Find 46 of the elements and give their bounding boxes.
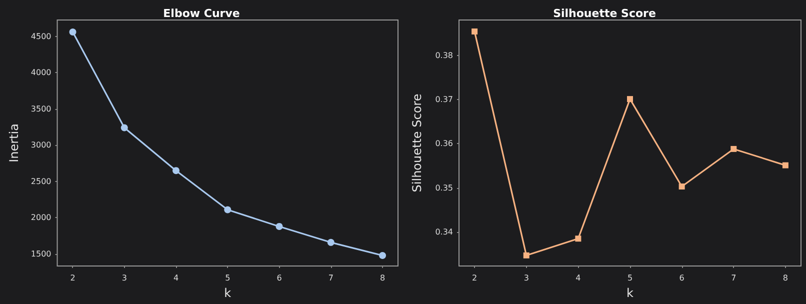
point	[172, 167, 180, 174]
x-tick-label: 5	[627, 274, 633, 282]
x-tick-label: 5	[225, 274, 230, 282]
point	[575, 236, 582, 242]
x-tick-label: 4	[173, 274, 179, 282]
point	[379, 252, 386, 259]
y-axis-title: Inertia	[7, 124, 21, 162]
x-tick-label: 6	[276, 274, 282, 282]
y-tick-label: 1500	[30, 250, 52, 259]
x-tick-label: 8	[380, 274, 386, 282]
x-tick-label: 7	[328, 274, 334, 282]
y-tick-label: 3000	[30, 140, 52, 150]
chart-title: Elbow Curve	[163, 7, 240, 20]
point	[224, 206, 232, 214]
x-tick-label: 8	[782, 274, 788, 282]
y-tick-label: 0.37	[435, 94, 453, 104]
x-axis-title: k	[224, 286, 232, 300]
x-tick-label: 6	[679, 274, 684, 282]
x-tick-label: 2	[472, 274, 478, 282]
point	[730, 146, 737, 152]
point	[327, 238, 334, 246]
point	[523, 252, 530, 258]
point	[627, 96, 633, 102]
y-tick-label: 2500	[30, 176, 52, 186]
y-tick-label: 2000	[30, 213, 52, 222]
point	[678, 184, 685, 190]
point	[120, 124, 128, 132]
y-tick-label: 4500	[30, 32, 52, 41]
y-tick-label: 4000	[30, 68, 52, 78]
x-tick-label: 3	[122, 274, 127, 282]
x-tick-label: 2	[70, 274, 76, 282]
x-tick-label: 7	[731, 274, 736, 282]
y-tick-label: 0.38	[435, 50, 453, 60]
y-tick-label: 3500	[30, 104, 52, 114]
chart-title: Silhouette Score	[553, 7, 656, 20]
x-tick-label: 4	[576, 274, 581, 282]
point	[276, 222, 283, 230]
point	[69, 28, 76, 36]
y-tick-label: 0.34	[435, 227, 453, 236]
y-tick-label: 0.35	[435, 183, 453, 192]
point	[472, 28, 478, 34]
x-tick-label: 3	[524, 274, 529, 282]
y-axis-title: Silhouette Score	[410, 94, 424, 192]
point	[782, 162, 788, 168]
y-tick-label: 0.36	[435, 139, 453, 148]
x-axis-title: k	[626, 286, 634, 300]
